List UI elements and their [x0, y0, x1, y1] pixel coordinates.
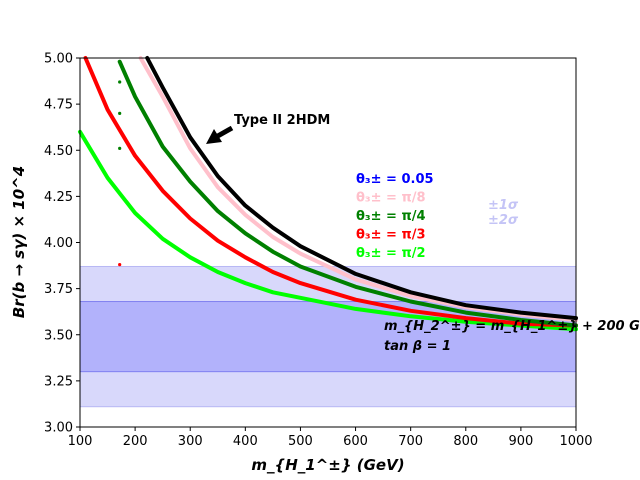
data-curves: [78, 56, 578, 332]
x-tick-label-3: 400: [233, 434, 258, 449]
legend-entry-5: θ₃± = π/2: [356, 246, 426, 261]
annotation-label: Type II 2HDM: [234, 113, 330, 128]
y-tick-label-5: 4.25: [44, 190, 73, 205]
scatter-point-2: [118, 146, 122, 151]
curve-0: [145, 56, 578, 321]
y-tick-label-1: 3.25: [44, 374, 73, 389]
y-tick-label-2: 3.50: [44, 328, 73, 343]
curve-4: [83, 56, 578, 328]
legend: θ₃± = 0.05 θ₃± = π/8 θ₃± = π/4 θ₃± = π/3 θ₃±…: [356, 172, 434, 261]
y-tick-label-8: 5.00: [44, 52, 73, 67]
band-legend-1sigma: ±1σ: [488, 198, 519, 213]
x-tick-label-7: 800: [453, 434, 478, 449]
x-tick-label-5: 600: [343, 434, 368, 449]
x-tick-label-9: 1000: [559, 434, 592, 449]
x-tick-label-8: 900: [508, 434, 533, 449]
y-axis-ticks: 3.00 3.25 3.50 3.75 4.00 4.25 4.50 4.75 5.00: [44, 52, 80, 436]
curve-3: [117, 59, 578, 328]
tanbeta-note: tan β = 1: [384, 339, 451, 354]
x-axis-label: m_{H_1^±} (GeV): [251, 456, 404, 474]
mass-relation-note: m_{H_2^±} = m_{H_1^±} + 200 GeV: [384, 319, 640, 334]
sigma-bands: [79, 265, 577, 408]
y-tick-label-7: 4.75: [44, 98, 73, 113]
scatter-point-1: [118, 111, 122, 115]
y-tick-label-3: 3.75: [44, 282, 73, 297]
legend-entry-3: θ₃± = π/4: [356, 209, 426, 224]
x-axis-ticks: 100 200 300 400 500 600 700 800 900 1000: [68, 427, 593, 449]
legend-entry-2: θ₃± = π/8: [356, 191, 426, 206]
y-axis-label: Br(b → sγ) × 10^4: [10, 166, 28, 318]
x-tick-label-1: 200: [123, 434, 148, 449]
annotation-arrow: [206, 125, 234, 144]
x-tick-label-6: 700: [398, 434, 423, 449]
y-tick-label-6: 4.50: [44, 144, 73, 159]
x-tick-label-0: 100: [68, 434, 93, 449]
scatter-point-3: [118, 263, 122, 267]
x-tick-label-2: 300: [178, 434, 203, 449]
y-tick-label-4: 4.00: [44, 236, 73, 251]
scatter-points: [118, 80, 122, 267]
scatter-point-0: [118, 80, 122, 84]
legend-entry-1: θ₃± = 0.05: [356, 172, 434, 187]
band-legend-2sigma: ±2σ: [488, 213, 519, 228]
curve-5: [78, 129, 578, 332]
y-tick-label-0: 3.00: [44, 421, 73, 436]
x-tick-label-4: 500: [288, 434, 313, 449]
legend-entry-4: θ₃± = π/3: [356, 228, 426, 243]
